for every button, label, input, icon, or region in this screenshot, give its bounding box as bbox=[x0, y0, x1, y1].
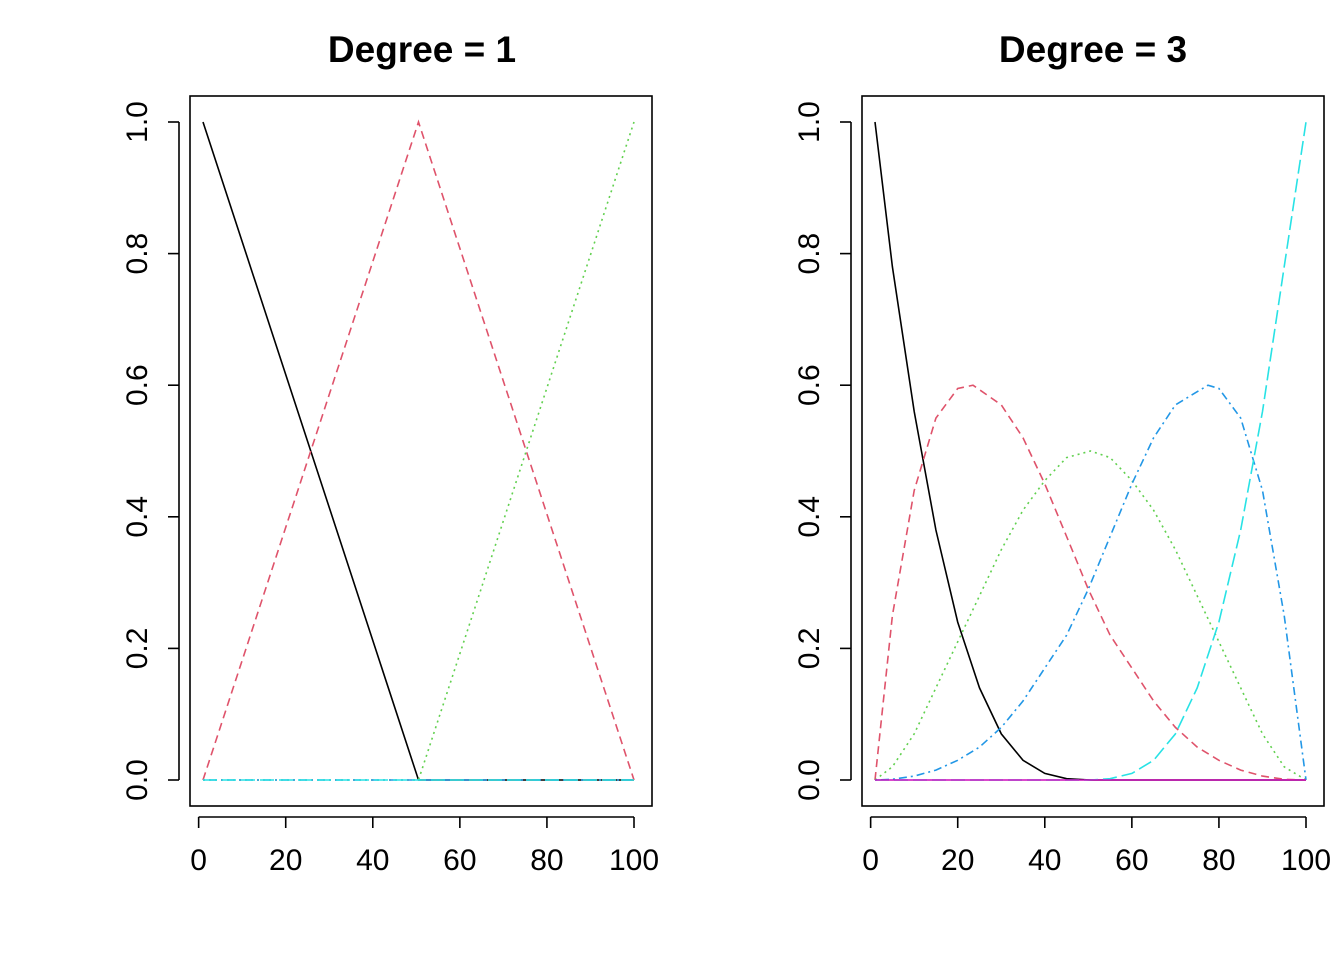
panel-title: Degree = 3 bbox=[999, 29, 1187, 70]
y-tick-label: 0.4 bbox=[793, 496, 826, 538]
series-line-2 bbox=[874, 384, 1307, 781]
x-tick-label: 20 bbox=[269, 844, 302, 877]
series-line-4 bbox=[874, 384, 1307, 781]
panel-degree-1: Degree = 1 0 20 40 60 80 100 0.0 0.2 0.4 0.6 0.8 1… bbox=[121, 29, 659, 877]
x-tick-label: 40 bbox=[1028, 844, 1061, 877]
y-axis: 0.0 0.2 0.4 0.6 0.8 1.0 bbox=[793, 101, 852, 801]
y-tick-label: 0.8 bbox=[793, 233, 826, 275]
x-tick-label: 60 bbox=[443, 844, 476, 877]
x-axis: 0 20 40 60 80 100 bbox=[190, 816, 659, 877]
x-tick-label: 100 bbox=[609, 844, 659, 877]
x-tick-label: 60 bbox=[1115, 844, 1148, 877]
panel-title: Degree = 1 bbox=[328, 29, 516, 70]
series-line-1 bbox=[202, 121, 634, 781]
series-line-5 bbox=[875, 121, 1307, 781]
x-axis: 0 20 40 60 80 100 bbox=[862, 816, 1331, 877]
x-tick-label: 40 bbox=[356, 844, 389, 877]
series-group bbox=[874, 121, 1307, 781]
series-line-2 bbox=[202, 119, 635, 781]
y-tick-label: 1.0 bbox=[793, 101, 826, 143]
panel-degree-3: Degree = 3 0 20 40 60 80 100 0.0 0.2 0.4 0.6 0.8 1… bbox=[793, 29, 1331, 877]
y-tick-label: 0.6 bbox=[121, 364, 154, 406]
y-tick-label: 0.0 bbox=[121, 759, 154, 801]
x-tick-label: 80 bbox=[530, 844, 563, 877]
plot-frame bbox=[189, 95, 653, 807]
y-tick-label: 0.2 bbox=[121, 628, 154, 670]
x-tick-label: 80 bbox=[1202, 844, 1235, 877]
y-tick-label: 0.0 bbox=[793, 759, 826, 801]
plot-frame bbox=[861, 95, 1325, 807]
series-line-3 bbox=[874, 450, 1307, 781]
x-tick-label: 100 bbox=[1281, 844, 1331, 877]
series-group bbox=[202, 119, 635, 781]
y-axis: 0.0 0.2 0.4 0.6 0.8 1.0 bbox=[121, 101, 180, 801]
x-tick-label: 0 bbox=[190, 844, 207, 877]
x-tick-label: 20 bbox=[941, 844, 974, 877]
y-tick-label: 0.4 bbox=[121, 496, 154, 538]
y-tick-label: 0.2 bbox=[793, 628, 826, 670]
y-tick-label: 0.8 bbox=[121, 233, 154, 275]
y-tick-label: 0.6 bbox=[793, 364, 826, 406]
x-tick-label: 0 bbox=[862, 844, 879, 877]
y-tick-label: 1.0 bbox=[121, 101, 154, 143]
series-line-3 bbox=[203, 121, 635, 781]
